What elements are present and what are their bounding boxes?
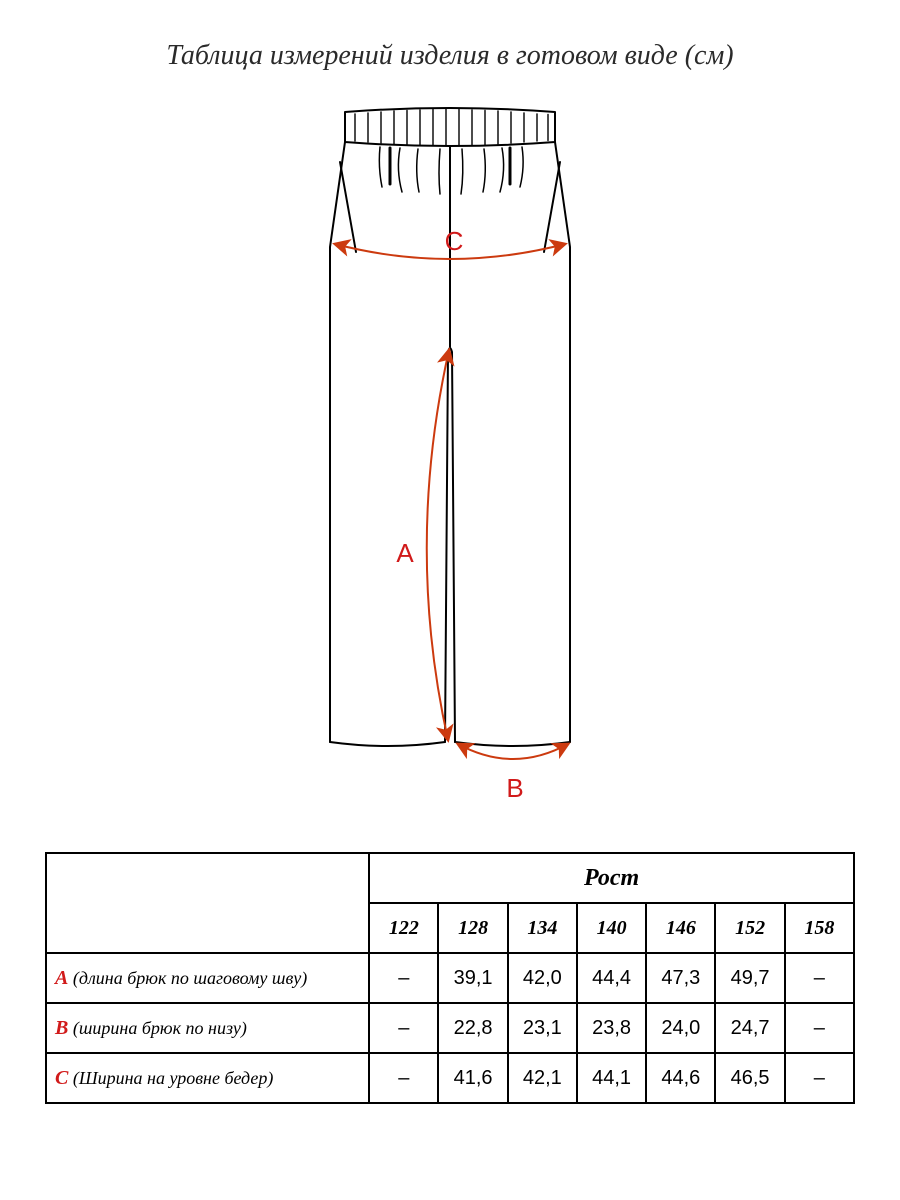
size-header: 158 — [785, 903, 854, 953]
table-cell: 39,1 — [438, 953, 507, 1003]
size-header: 128 — [438, 903, 507, 953]
table-cell: 24,7 — [715, 1003, 784, 1053]
table-cell: – — [785, 1003, 854, 1053]
row-letter: С — [55, 1067, 68, 1089]
table-cell: – — [369, 1053, 438, 1103]
table-cell: – — [369, 1003, 438, 1053]
row-label: А (длина брюк по шаговому шву) — [46, 953, 369, 1003]
table-cell: 23,1 — [508, 1003, 577, 1053]
table-cell: 49,7 — [715, 953, 784, 1003]
table-cell: 42,1 — [508, 1053, 577, 1103]
size-header: 152 — [715, 903, 784, 953]
row-letter: А — [55, 967, 68, 989]
label-a: A — [396, 538, 414, 568]
table-cell: 47,3 — [646, 953, 715, 1003]
trousers-outline — [330, 108, 570, 746]
size-header: 122 — [369, 903, 438, 953]
table-cell: 44,6 — [646, 1053, 715, 1103]
table-cell: – — [785, 1053, 854, 1103]
page-title: Таблица измерений изделия в готовом виде… — [45, 40, 855, 72]
table-cell: 46,5 — [715, 1053, 784, 1103]
table-cell: 23,8 — [577, 1003, 646, 1053]
size-header: 134 — [508, 903, 577, 953]
size-header: 146 — [646, 903, 715, 953]
table-cell: 42,0 — [508, 953, 577, 1003]
table-row: А (длина брюк по шаговому шву)–39,142,04… — [46, 953, 854, 1003]
table-cell: – — [369, 953, 438, 1003]
garment-diagram: C A B — [45, 92, 855, 812]
table-row: С (Ширина на уровне бедер)–41,642,144,14… — [46, 1053, 854, 1103]
size-header: 140 — [577, 903, 646, 953]
measurement-table: Рост 122 128 134 140 146 152 158 А (длин… — [45, 852, 855, 1104]
table-group-header: Рост — [369, 853, 854, 903]
row-label: С (Ширина на уровне бедер) — [46, 1053, 369, 1103]
row-desc: (длина брюк по шаговому шву) — [68, 968, 307, 988]
row-desc: (ширина брюк по низу) — [68, 1018, 247, 1038]
table-row: В (ширина брюк по низу)–22,823,123,824,0… — [46, 1003, 854, 1053]
label-b: B — [506, 773, 523, 803]
table-cell: 44,4 — [577, 953, 646, 1003]
table-cell: – — [785, 953, 854, 1003]
table-cell: 24,0 — [646, 1003, 715, 1053]
row-desc: (Ширина на уровне бедер) — [68, 1068, 273, 1088]
table-cell: 22,8 — [438, 1003, 507, 1053]
row-label: В (ширина брюк по низу) — [46, 1003, 369, 1053]
table-cell: 44,1 — [577, 1053, 646, 1103]
row-letter: В — [55, 1017, 68, 1039]
table-cell: 41,6 — [438, 1053, 507, 1103]
label-c: C — [445, 226, 464, 256]
table-corner-blank — [46, 853, 369, 953]
